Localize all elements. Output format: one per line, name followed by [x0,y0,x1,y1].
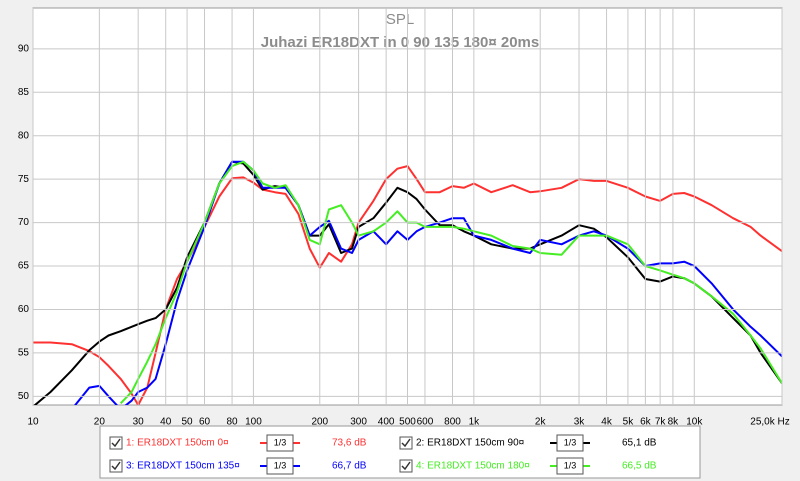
x-tick-label: 10k [686,417,703,428]
legend-level: 73,6 dB [332,438,367,449]
x-tick-label: 300 [350,417,367,428]
x-tick-label: 100 [245,417,262,428]
legend-checkbox[interactable] [399,436,413,450]
x-tick-label: 20 [94,417,106,428]
legend-checkmark [401,438,411,448]
legend-label: 1: ER18DXT 150cm 0¤ [126,438,229,449]
legend-smoothing: 1/3 [274,460,287,470]
x-tick-label: 500 [399,417,416,428]
x-tick-label: 40 [160,417,172,428]
legend-label: 3: ER18DXT 150cm 135¤ [126,461,240,472]
legend-smoothing-box[interactable] [556,457,584,475]
x-tick-label: 8k [668,417,680,428]
legend-smoothing: 1/3 [564,460,577,470]
x-tick-label: 5k [623,417,635,428]
y-tick-label: 90 [18,43,30,54]
x-tick-label: 10 [27,417,39,428]
x-tick-label: 80 [227,417,239,428]
chart-title: SPL [386,11,414,28]
x-tick-label: 600 [417,417,434,428]
legend-smoothing: 1/3 [564,437,577,447]
x-tick-label: 50 [182,417,194,428]
series-line [119,160,782,404]
legend-checkmark [111,438,121,448]
x-tick-label: 800 [444,417,461,428]
legend-label: 4: ER18DXT 150cm 180¤ [416,461,530,472]
x-tick-label: 60 [199,417,211,428]
y-tick-label: 50 [18,391,30,402]
y-tick-label: 75 [18,174,30,185]
x-tick-label: 400 [378,417,395,428]
y-tick-label: 70 [18,217,30,228]
chart-subtitle: Juhazi ER18DXT in 0 90 135 180¤ 20ms [261,34,540,51]
legend-smoothing-box[interactable] [266,457,294,475]
y-tick-label: 85 [18,87,30,98]
y-tick-label: 80 [18,130,30,141]
legend-smoothing-box[interactable] [266,434,294,452]
x-tick-label: 6k [640,417,652,428]
legend-checkmark [111,461,121,471]
legend-level: 65,1 dB [622,438,657,449]
legend-smoothing-box[interactable] [556,434,584,452]
legend-checkmark [401,461,411,471]
legend-checkbox[interactable] [109,459,123,473]
y-tick-label: 65 [18,261,30,272]
x-tick-label: 25,0k Hz [750,417,789,428]
legend-level: 66,5 dB [622,461,657,472]
x-tick-label: 3k [574,417,586,428]
legend-level: 66,7 dB [332,461,367,472]
x-tick-label: 200 [311,417,328,428]
legend-smoothing: 1/3 [274,437,287,447]
x-tick-label: 30 [133,417,145,428]
y-tick-label: 55 [18,348,30,359]
legend-checkbox[interactable] [109,436,123,450]
series-line [33,165,782,405]
x-tick-label: 4k [601,417,613,428]
x-tick-label: 2k [535,417,547,428]
x-tick-label: 7k [655,417,667,428]
legend-label: 2: ER18DXT 150cm 90¤ [416,438,525,449]
legend-checkbox[interactable] [399,459,413,473]
x-tick-label: 1k [469,417,481,428]
y-tick-label: 60 [18,304,30,315]
